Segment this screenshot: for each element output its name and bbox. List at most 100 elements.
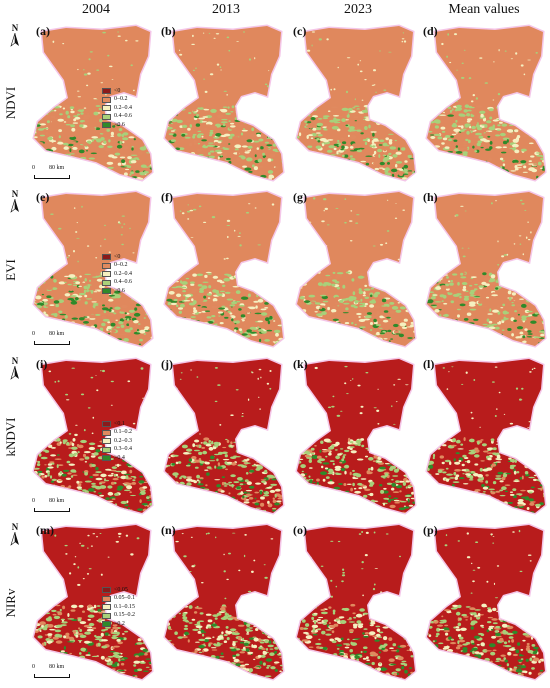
panel-tag: (k)	[293, 357, 308, 371]
legend-swatch	[102, 279, 111, 286]
base-class-fill	[34, 192, 152, 346]
map-panel-kndvi-4: (l)	[417, 355, 549, 520]
study-area-map	[295, 24, 417, 182]
legend-item: <0	[102, 87, 132, 96]
legend-swatch	[102, 88, 111, 95]
map-legend: <0 0–0.2 0.2–0.4 0.4–0.6 >0.6	[102, 87, 132, 130]
study-area-map	[295, 357, 417, 515]
map-panel-evi-2: (f)	[155, 188, 287, 353]
base-class-fill	[297, 525, 415, 679]
legend-label: 0.2–0.4	[114, 270, 132, 277]
legend-item: 0.1–0.2	[102, 429, 132, 438]
legend-label: 0.2–0.4	[114, 104, 132, 111]
legend-label: 0.1–0.2	[114, 429, 132, 436]
legend-swatch	[102, 438, 111, 445]
legend-label: <0	[114, 87, 121, 94]
legend-swatch	[102, 604, 111, 611]
north-arrow-icon: N	[10, 522, 24, 548]
legend-label: <0.05	[114, 586, 128, 593]
scale-distance: 80 km	[49, 331, 65, 337]
row-label-kndvi: kNDVI	[3, 417, 18, 457]
row-label-ndvi: NDVI	[3, 86, 18, 120]
legend-item: 0–0.2	[102, 262, 132, 271]
legend-item: 0.05–0.1	[102, 595, 135, 604]
legend-swatch	[102, 105, 111, 112]
row-label-nirv: NIRv	[3, 588, 18, 618]
legend-item: >0.6	[102, 121, 132, 130]
legend-swatch	[102, 446, 111, 453]
map-panel-nirv-3: (o)	[287, 521, 419, 686]
map-panel-ndvi-3: (c)	[287, 22, 419, 187]
legend-swatch	[102, 96, 111, 103]
north-label: N	[11, 23, 19, 33]
scale-distance: 80 km	[49, 165, 65, 171]
legend-label: 0.2–0.3	[114, 437, 132, 444]
panel-tag: (l)	[423, 357, 435, 371]
legend-item: >0.6	[102, 287, 132, 296]
map-panel-nirv-1: (m) N <0.05 0.05–0.1 0.1–0.15 0.15–0.2 >0.2 0 80…	[10, 521, 156, 686]
study-area-map	[425, 24, 547, 182]
north-label: N	[11, 522, 19, 532]
study-area-map	[163, 357, 285, 515]
legend-label: >0.4	[114, 454, 125, 461]
base-class-fill	[427, 525, 545, 679]
legend-label: 0.1–0.15	[114, 603, 135, 610]
map-panel-evi-1: (e) N <0 0–0.2 0.2–0.4 0.4–0.6 >0.6 0 80 km	[10, 188, 156, 353]
study-area-map	[163, 523, 285, 681]
map-panel-kndvi-1: (i) N <0.1 0.1–0.2 0.2–0.3 0.3–0.4 >0.4 0 80 km	[10, 355, 156, 520]
legend-label: >0.6	[114, 121, 125, 128]
study-area-map	[425, 190, 547, 348]
panel-tag: (i)	[36, 357, 48, 371]
legend-item: 0.3–0.4	[102, 446, 132, 455]
panel-tag: (g)	[293, 190, 307, 204]
legend-item: <0.05	[102, 586, 135, 595]
legend-item: 0–0.2	[102, 96, 132, 105]
map-legend: <0.1 0.1–0.2 0.2–0.3 0.3–0.4 >0.4	[102, 420, 132, 463]
legend-label: >0.2	[114, 620, 125, 627]
column-header-2013: 2013	[212, 2, 240, 17]
legend-label: 0.15–0.2	[114, 612, 135, 619]
legend-label: 0–0.2	[114, 262, 128, 269]
column-header-2004: 2004	[82, 2, 110, 17]
legend-label: 0–0.2	[114, 96, 128, 103]
study-area-map	[425, 523, 547, 681]
study-area-map	[32, 357, 154, 515]
legend-label: 0.05–0.1	[114, 595, 135, 602]
legend-item: 0.1–0.15	[102, 603, 135, 612]
panel-tag: (e)	[36, 190, 50, 204]
scale-zero: 0	[32, 498, 35, 504]
study-area-map	[163, 24, 285, 182]
panel-tag: (c)	[293, 24, 307, 38]
study-area-map	[295, 190, 417, 348]
map-panel-evi-3: (g)	[287, 188, 419, 353]
legend-swatch	[102, 587, 111, 594]
map-panel-kndvi-3: (k)	[287, 355, 419, 520]
row-label-evi: EVI	[3, 259, 18, 281]
base-class-fill	[427, 359, 545, 513]
legend-item: 0.15–0.2	[102, 612, 135, 621]
map-panel-nirv-2: (n)	[155, 521, 287, 686]
map-panel-ndvi-1: (a) N <0 0–0.2 0.2–0.4 0.4–0.6 >0.6 0 80 km	[10, 22, 156, 187]
legend-swatch	[102, 271, 111, 278]
legend-swatch	[102, 595, 111, 602]
panel-tag: (h)	[423, 190, 438, 204]
legend-swatch	[102, 122, 111, 129]
base-class-fill	[34, 359, 152, 513]
study-area-map	[32, 523, 154, 681]
scale-distance: 80 km	[49, 664, 65, 670]
legend-label: <0.1	[114, 420, 125, 427]
map-panel-evi-4: (h)	[417, 188, 549, 353]
legend-item: >0.4	[102, 454, 132, 463]
panel-tag: (m)	[36, 523, 54, 537]
scale-bar: 0 80 km	[32, 331, 82, 349]
panel-tag: (d)	[423, 24, 438, 38]
scale-zero: 0	[32, 331, 35, 337]
scale-zero: 0	[32, 165, 35, 171]
panel-tag: (b)	[161, 24, 176, 38]
north-label: N	[11, 356, 19, 366]
study-area-map	[425, 357, 547, 515]
map-legend: <0.05 0.05–0.1 0.1–0.15 0.15–0.2 >0.2	[102, 586, 135, 629]
legend-swatch	[102, 113, 111, 120]
panel-tag: (p)	[423, 523, 438, 537]
legend-swatch	[102, 262, 111, 269]
